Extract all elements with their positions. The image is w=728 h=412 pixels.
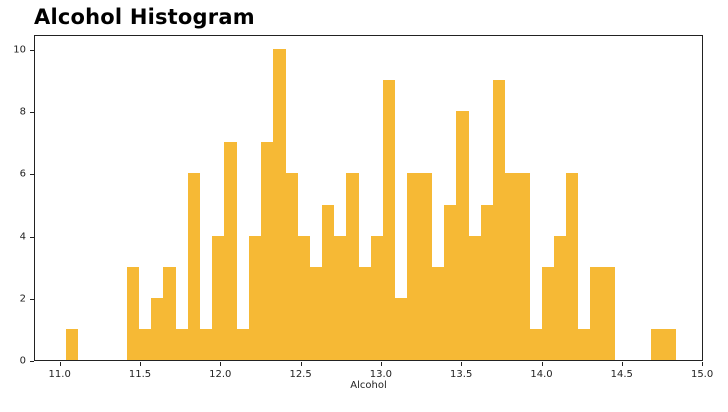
x-tick-label: 12.0 — [209, 369, 232, 380]
x-tick-label: 14.0 — [530, 369, 553, 380]
histogram-bar — [334, 235, 347, 360]
histogram-bar — [565, 173, 579, 360]
y-tick-mark — [30, 298, 34, 300]
y-tick-label: 10 — [13, 44, 26, 56]
x-tick-label: 11.0 — [48, 369, 71, 380]
y-tick-mark — [30, 174, 34, 176]
x-tick-mark — [461, 362, 463, 366]
histogram-bar — [309, 266, 323, 360]
histogram-bar — [431, 266, 445, 360]
y-tick-label: 6 — [19, 168, 26, 180]
x-tick-mark — [300, 362, 302, 366]
plot-area: 0 2 4 6 8 10 11.0 11.5 12.0 12.5 13.0 13.5 14.0 14.5 1… — [13, 35, 713, 380]
x-tick-label: 15.0 — [690, 369, 714, 380]
x-tick-label: 13.5 — [450, 369, 473, 380]
x-tick-mark — [702, 362, 704, 366]
x-tick-label: 11.5 — [128, 369, 152, 380]
histogram-bar — [285, 173, 298, 360]
histogram-bar — [663, 328, 677, 360]
histogram-bar — [358, 266, 372, 360]
chart-title: Alcohol Histogram — [34, 5, 255, 29]
histogram-bar — [151, 297, 164, 360]
histogram-bar — [492, 80, 506, 360]
y-tick-mark — [30, 112, 34, 114]
y-tick-mark — [30, 50, 34, 51]
histogram-bar — [236, 328, 249, 360]
histogram-bar — [370, 235, 384, 360]
histogram-bar — [260, 142, 274, 360]
histogram-bar — [382, 80, 396, 360]
y-tick-label: 2 — [19, 293, 26, 305]
histogram-bar — [517, 173, 530, 360]
histogram-bar — [321, 204, 335, 360]
histogram-bar — [187, 173, 201, 360]
histogram-bar — [419, 173, 433, 360]
x-tick-mark — [621, 362, 623, 366]
x-tick-label: 14.5 — [610, 369, 633, 380]
histogram-bar — [212, 235, 225, 360]
histogram-bar — [248, 235, 262, 360]
y-tick-label: 8 — [19, 106, 26, 118]
y-tick-mark — [30, 236, 34, 238]
histogram-bar — [504, 173, 518, 360]
x-tick-mark — [541, 362, 543, 366]
histogram-bar — [480, 204, 494, 360]
histogram-bar — [602, 266, 616, 360]
histogram-bar — [224, 142, 237, 360]
x-axis-label: Alcohol — [350, 380, 387, 391]
histogram-bar — [529, 328, 542, 360]
histogram-bar — [138, 328, 152, 360]
y-tick-label: 4 — [19, 231, 26, 243]
x-tick-label: 13.0 — [369, 369, 393, 380]
x-tick-mark — [380, 362, 382, 366]
histogram-bar — [175, 328, 188, 360]
histogram-bar — [578, 328, 591, 360]
histogram-bar — [346, 173, 359, 360]
x-tick-label: 12.5 — [289, 369, 312, 380]
histogram-bar — [126, 266, 140, 360]
histogram-bar — [163, 266, 176, 360]
histogram-bar — [553, 235, 567, 360]
x-tick-mark — [59, 362, 61, 366]
x-tick-mark — [140, 362, 141, 366]
histogram-bar — [541, 266, 555, 360]
histogram-bar — [199, 328, 213, 360]
x-tick-mark — [220, 362, 222, 366]
histogram-bar — [297, 235, 310, 360]
histogram-bar — [407, 173, 420, 360]
histogram-bar — [468, 235, 481, 360]
histogram-bar — [65, 328, 79, 360]
y-tick-label: 0 — [19, 355, 26, 367]
histogram-bar — [395, 297, 408, 360]
histogram-bar — [651, 328, 664, 360]
histogram-bar — [590, 266, 603, 360]
histogram-bar — [273, 49, 286, 360]
histogram-bar — [456, 111, 469, 360]
y-tick-mark — [30, 361, 34, 362]
histogram-bar — [443, 204, 457, 360]
